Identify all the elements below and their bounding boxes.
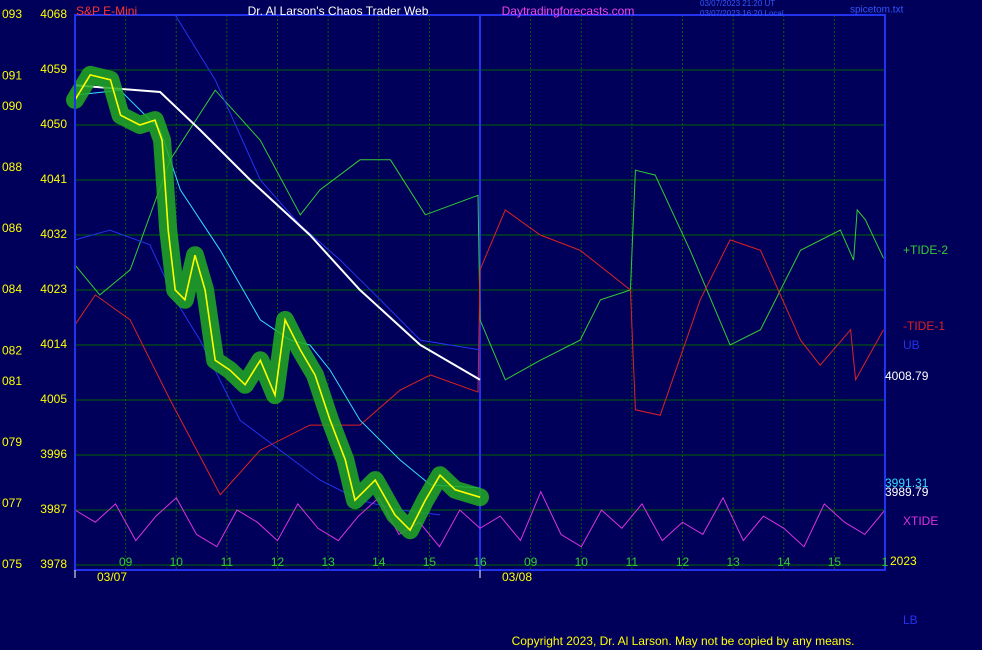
series-line xyxy=(74,490,886,548)
y-tick-label: 4050 xyxy=(40,117,67,131)
x-tick-label: 12 xyxy=(271,555,285,569)
x-tick-label: 14 xyxy=(777,555,791,569)
y2-tick-label: 075 xyxy=(2,557,22,571)
y-tick-label: 4014 xyxy=(40,337,67,351)
series-line xyxy=(74,84,481,381)
x-tick-label: 13 xyxy=(726,555,740,569)
x-tick-label: 13 xyxy=(321,555,335,569)
y-tick-label: 4041 xyxy=(40,172,67,186)
x-tick-label: 09 xyxy=(119,555,133,569)
y-tick-label: 3987 xyxy=(40,502,67,516)
legend-label: +TIDE-2 xyxy=(903,243,948,257)
site: Daytradingforecasts.com xyxy=(502,4,635,18)
copyright: Copyright 2023, Dr. Al Larson. May not b… xyxy=(512,634,855,648)
y-tick-label: 4005 xyxy=(40,392,67,406)
series-line xyxy=(74,89,884,381)
series-line xyxy=(74,229,441,516)
date-label: 03/08 xyxy=(502,570,532,584)
last-value-label: 3989.79 xyxy=(885,485,929,499)
x-tick-label: 10 xyxy=(170,555,184,569)
y2-tick-label: 088 xyxy=(2,160,22,174)
y2-tick-label: 086 xyxy=(2,221,22,235)
x-tick-label: 12 xyxy=(676,555,690,569)
year: 2023 xyxy=(890,554,917,568)
legend-label: -TIDE-1 xyxy=(903,319,945,333)
date-label: 03/07 xyxy=(97,570,127,584)
x-tick-label: 09 xyxy=(524,555,538,569)
y2-tick-label: 090 xyxy=(2,99,22,113)
y2-tick-label: 077 xyxy=(2,496,22,510)
legend-label: LB xyxy=(903,613,918,627)
y2-tick-label: 081 xyxy=(2,374,22,388)
x-tick-label: 11 xyxy=(626,555,639,569)
y2-tick-label: 084 xyxy=(2,282,22,296)
x-tick-label: 10 xyxy=(575,555,589,569)
timestamp: 03/07/2023 21:20 UT xyxy=(700,0,775,8)
plot xyxy=(66,14,886,548)
y2-tick-label: 091 xyxy=(2,68,22,82)
y-tick-label: 4023 xyxy=(40,282,67,296)
last-value-label: 3991.31 xyxy=(885,476,929,490)
x-tick-label: 15 xyxy=(828,555,842,569)
last-value-label: 4008.79 xyxy=(885,369,929,383)
y-tick-label: 3996 xyxy=(40,447,67,461)
series-line xyxy=(74,73,481,532)
symbol: S&P E-Mini xyxy=(76,4,137,18)
y-tick-label: 4068 xyxy=(40,7,67,21)
x-tick-label: 15 xyxy=(423,555,437,569)
y-tick-label: 4032 xyxy=(40,227,67,241)
y2-tick-label: 093 xyxy=(2,7,22,21)
file-name: spicetom.txt xyxy=(850,5,904,16)
y2-tick-label: 079 xyxy=(2,435,22,449)
series-line xyxy=(74,209,884,496)
legend-label: XTIDE xyxy=(903,514,938,528)
x-tick-label: 1 xyxy=(882,555,889,569)
x-tick-label: 11 xyxy=(221,555,234,569)
timestamp: 03/07/2023 16:20 Local xyxy=(700,9,784,18)
x-tick-label: 14 xyxy=(372,555,386,569)
y-tick-label: 3978 xyxy=(40,557,67,571)
series-line xyxy=(174,14,481,351)
y-tick-label: 4059 xyxy=(40,62,67,76)
y2-tick-label: 082 xyxy=(2,343,22,357)
x-tick-label: 16 xyxy=(473,555,487,569)
chart-title: Dr. Al Larson's Chaos Trader Web xyxy=(248,4,429,18)
legend-label: UB xyxy=(903,338,920,352)
